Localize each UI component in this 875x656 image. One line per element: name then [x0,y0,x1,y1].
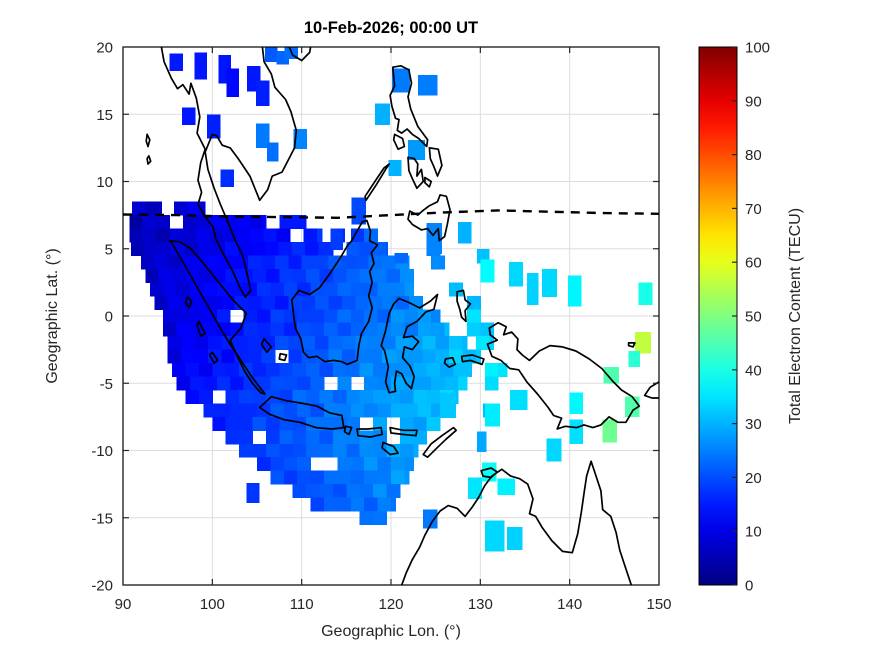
coastline-borneo [290,219,379,366]
colorbar-tick-label: 10 [745,524,762,541]
colorbar-gradient [698,46,738,586]
coastline-mainland-southeast-asia [160,47,298,299]
coastline-andaman-islands [145,133,151,148]
coastline-new-britain-partial [643,381,659,399]
coastline-mindoro [392,133,406,151]
colorbar-label: Total Electron Content (TECU) [787,208,804,424]
coastline-layer [145,47,659,585]
tick-labels: 90 100 110 120 130 140 150 -20 -15 -10 -5 0 5 10 15 20 [91,40,671,614]
y-tick-label: 0 [105,309,113,326]
y-tick-label: -15 [91,510,113,527]
coastline-australia [400,460,633,585]
coastline-flores [389,426,418,437]
coastline-nicobar-islands [146,155,152,165]
coastline-manus [627,342,636,348]
coastline-hainan [288,47,312,62]
x-tick-label: 140 [557,596,582,613]
coastline-bali [343,425,353,436]
y-tick-label: 5 [105,241,113,258]
coastline-pagai [208,351,219,364]
coastline-new-guinea [486,321,641,430]
colorbar-tick-label: 90 [745,93,762,110]
y-tick-label: 15 [96,107,113,124]
coastline-mindanao [407,194,451,242]
coastline-seram [460,354,485,366]
x-tick-label: 90 [115,596,132,613]
coastline-panay-negros [407,156,425,190]
colorbar-tick-label: 30 [745,416,762,433]
colorbar-tick-label: 60 [745,255,762,272]
coastline-lombok-sumbawa [356,426,383,438]
y-tick-label: 10 [96,174,113,191]
colorbar-tick-label: 100 [745,40,770,57]
coastline-sumatra [169,239,266,395]
y-tick-label: -5 [100,376,113,393]
colorbar-ticks: 0 10 20 30 40 50 60 70 80 90 100 [732,40,770,595]
colorbar-tick-label: 40 [745,362,762,379]
colorbar-tick-label: 70 [745,201,762,218]
coastline-belitung [278,352,288,362]
axes-frame [122,46,660,586]
y-tick-label: -10 [91,443,113,460]
coastline-sumba [381,441,399,456]
colorbar-tick-label: 50 [745,309,762,326]
x-tick-label: 120 [378,596,403,613]
x-tick-label: 130 [468,596,493,613]
coastline-timor [422,426,458,459]
y-tick-label: -20 [91,578,113,595]
coastline-luzon [389,64,429,148]
coastline-buru [443,356,457,368]
coastline-sulawesi [380,293,439,394]
coastline-palawan [364,163,391,202]
x-axis-label: Geographic Lon. (°) [321,623,461,640]
x-tick-label: 100 [200,596,225,613]
y-axis-label: Geographic Lat. (°) [44,248,61,383]
y-tick-label: 20 [96,40,113,57]
coastline-siberut [196,320,207,338]
x-tick-label: 110 [290,596,314,613]
coastline-java [258,395,345,430]
colorbar-tick-label: 0 [745,578,753,595]
figure-title: 10-Feb-2026; 00:00 UT [304,19,478,37]
coastline-bangka [260,338,273,354]
coastline-samar-leyte [428,147,443,177]
coastline-cebu-bohol [424,176,433,188]
coastline-halmahera [456,289,472,323]
colorbar: 0 10 20 30 40 50 60 70 80 90 100 Total Electron Co… [698,40,804,595]
coastline-nias [184,296,193,309]
x-tick-label: 150 [646,596,671,613]
colorbar-tick-label: 20 [745,470,762,487]
colorbar-tick-label: 80 [745,147,762,164]
